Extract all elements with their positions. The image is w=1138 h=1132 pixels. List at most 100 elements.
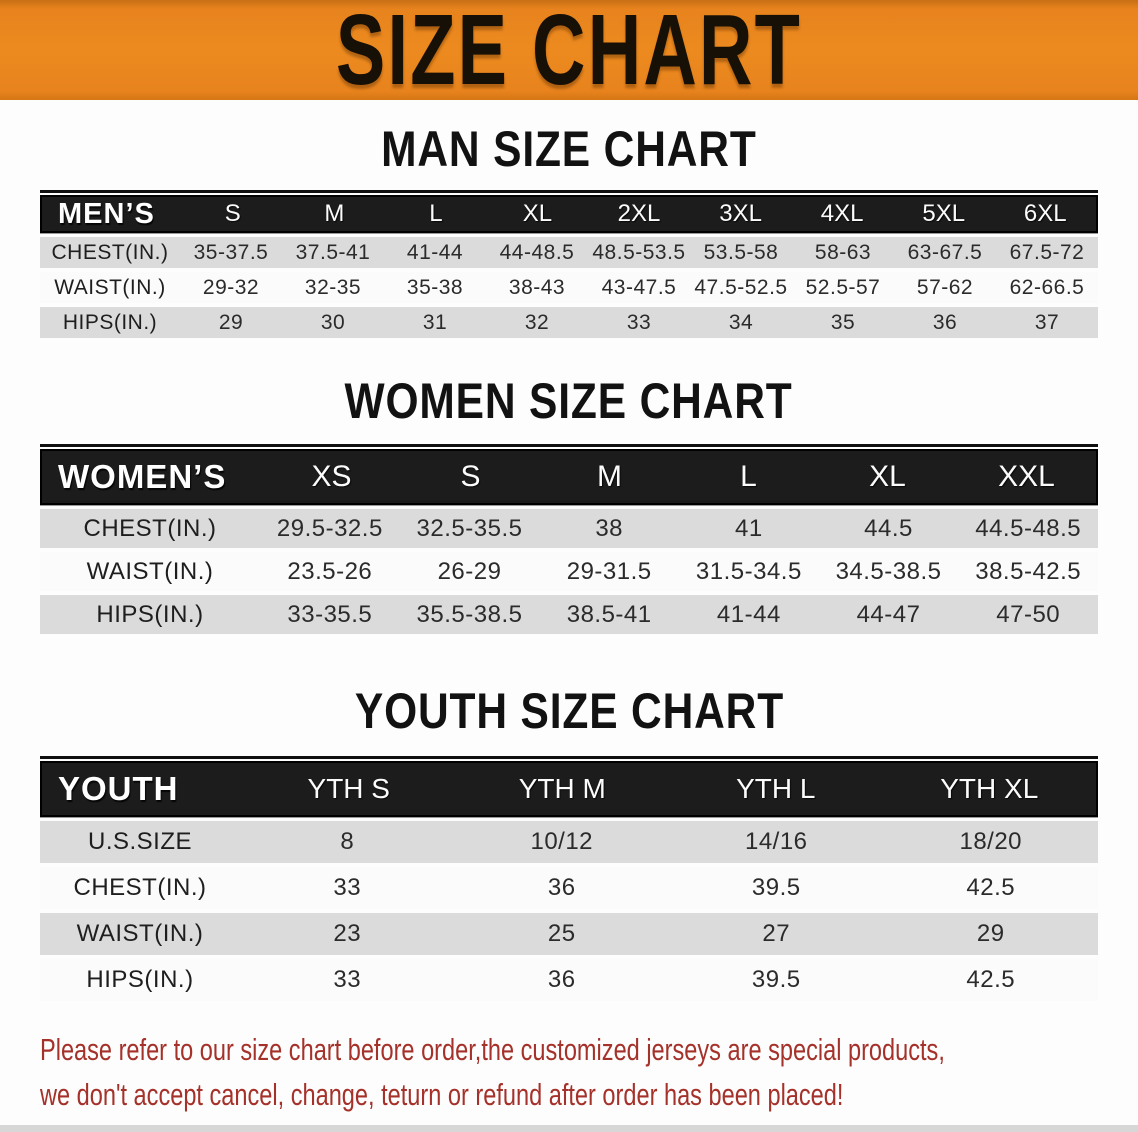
size-value: 27	[762, 920, 791, 947]
size-value: 38.5-41	[566, 600, 652, 628]
row-label: WAIST(IN.)	[54, 275, 166, 299]
table-row: HIPS(IN.) 33 36 39.5 42.5	[40, 959, 1098, 1001]
size-value: 23	[333, 920, 362, 947]
row-label: WAIST(IN.)	[86, 557, 214, 585]
men-size-section: MAN SIZE CHART MEN’S S M L XL 2XL 3XL 4XL 5XL 6XL…	[0, 122, 1138, 338]
size-value: 29-32	[202, 275, 260, 299]
table-row: CHEST(IN.) 29.5-32.5 32.5-35.5 38 41 44.5 44.5…	[40, 509, 1098, 548]
column-header: 5XL	[922, 200, 966, 227]
youth-size-section: YOUTH SIZE CHART YOUTH YTH S YTH M YTH L YTH…	[0, 684, 1138, 1001]
size-value: 25	[547, 920, 576, 947]
size-value: 36	[547, 966, 576, 993]
size-value: 39.5	[751, 874, 801, 901]
women-size-section: WOMEN SIZE CHART WOMEN’S XS S M L XL XXL CHEST…	[0, 374, 1138, 634]
men-size-table: MEN’S S M L XL 2XL 3XL 4XL 5XL 6XL CHEST(IN.) 35-3…	[40, 190, 1098, 338]
column-header: M	[597, 460, 622, 493]
table-row: CHEST(IN.) 33 36 39.5 42.5	[40, 867, 1098, 909]
youth-table-body: U.S.SIZE 8 10/12 14/16 18/20 CHEST(IN.) 33 36 39…	[40, 821, 1098, 1001]
size-value: 58-63	[814, 240, 872, 264]
column-header: 4XL	[820, 200, 864, 227]
table-row: HIPS(IN.) 33-35.5 35.5-38.5 38.5-41 41-44 44-…	[40, 595, 1098, 634]
column-header: XXL	[998, 460, 1055, 493]
size-value: 39.5	[751, 966, 801, 993]
column-header: L	[429, 200, 443, 227]
size-value: 42.5	[966, 966, 1016, 993]
row-label: HIPS(IN.)	[86, 966, 194, 993]
column-header: YTH L	[736, 773, 816, 804]
table-top-border	[40, 444, 1098, 447]
size-value: 32-35	[304, 275, 362, 299]
column-header: S	[460, 460, 481, 493]
youth-size-table: YOUTH YTH S YTH M YTH L YTH XL U.S.SIZE 8 10/1…	[40, 756, 1098, 1001]
size-value: 34.5-38.5	[835, 557, 942, 585]
column-header: 3XL	[719, 200, 762, 227]
size-value: 41	[735, 514, 763, 542]
row-label: HIPS(IN.)	[62, 310, 158, 334]
size-value: 52.5-57	[805, 275, 881, 299]
size-value: 33	[626, 310, 652, 334]
size-value: 37	[1034, 310, 1060, 334]
size-value: 31	[422, 310, 448, 334]
column-header: M	[324, 200, 345, 227]
column-header: 2XL	[617, 200, 661, 227]
size-value: 43-47.5	[601, 275, 677, 299]
size-value: 35	[830, 310, 856, 334]
women-section-title: WOMEN SIZE CHART	[344, 373, 794, 429]
size-value: 30	[320, 310, 346, 334]
size-chart-banner: SIZE CHART	[0, 0, 1138, 100]
size-value: 35-37.5	[193, 240, 269, 264]
size-value: 47.5-52.5	[694, 275, 788, 299]
men-table-header-row: MEN’S S M L XL 2XL 3XL 4XL 5XL 6XL	[40, 195, 1098, 233]
size-value: 26-29	[437, 557, 502, 585]
column-header: 6XL	[1023, 200, 1067, 227]
size-value: 33	[333, 966, 362, 993]
table-top-border	[40, 190, 1098, 193]
column-header: S	[224, 200, 241, 227]
size-value: 44-47	[856, 600, 921, 628]
size-value: 62-66.5	[1009, 275, 1085, 299]
youth-section-title: YOUTH SIZE CHART	[354, 683, 784, 739]
youth-table-header-row: YOUTH YTH S YTH M YTH L YTH XL	[40, 761, 1098, 817]
disclaimer-line-1: Please refer to our size chart before or…	[40, 1032, 945, 1067]
size-value: 48.5-53.5	[592, 240, 686, 264]
size-value: 67.5-72	[1009, 240, 1085, 264]
size-value: 34	[728, 310, 754, 334]
size-value: 42.5	[966, 874, 1016, 901]
size-value: 31.5-34.5	[695, 557, 802, 585]
column-header: YTH XL	[940, 773, 1039, 804]
size-value: 29	[218, 310, 244, 334]
row-label: CHEST(IN.)	[83, 514, 217, 542]
women-table-body: CHEST(IN.) 29.5-32.5 32.5-35.5 38 41 44.5 44.5…	[40, 509, 1098, 634]
size-value: 33-35.5	[287, 600, 373, 628]
column-header: YTH M	[518, 773, 606, 804]
size-value: 8	[340, 828, 355, 855]
row-label: WAIST(IN.)	[76, 920, 204, 947]
size-value: 41-44	[406, 240, 464, 264]
size-value: 38	[595, 514, 624, 542]
column-header: XS	[311, 460, 352, 493]
size-value: 44.5	[864, 514, 913, 542]
table-top-border	[40, 756, 1098, 759]
women-header-label: WOMEN’S	[58, 458, 227, 495]
size-value: 29.5-32.5	[276, 514, 383, 542]
size-value: 57-62	[916, 275, 974, 299]
row-label: HIPS(IN.)	[96, 600, 204, 628]
column-header: YTH S	[307, 773, 390, 804]
size-value: 37.5-41	[295, 240, 371, 264]
men-header-label: MEN’S	[58, 197, 155, 230]
banner-title: SIZE CHART	[335, 0, 803, 106]
size-value: 29	[976, 920, 1005, 947]
size-value: 23.5-26	[287, 557, 373, 585]
bottom-edge-strip	[0, 1125, 1138, 1132]
size-value: 41-44	[716, 600, 781, 628]
table-row: WAIST(IN.) 29-32 32-35 35-38 38-43 43-47.5 47.…	[40, 272, 1098, 303]
column-header: L	[740, 460, 757, 493]
table-row: WAIST(IN.) 23.5-26 26-29 29-31.5 31.5-34.5 34…	[40, 552, 1098, 591]
size-value: 53.5-58	[703, 240, 779, 264]
size-value: 44.5-48.5	[975, 514, 1082, 542]
size-value: 32	[524, 310, 550, 334]
men-section-title: MAN SIZE CHART	[381, 121, 757, 177]
size-value: 35.5-38.5	[416, 600, 523, 628]
table-row: HIPS(IN.) 29 30 31 32 33 34 35 36 37	[40, 307, 1098, 338]
table-row: WAIST(IN.) 23 25 27 29	[40, 913, 1098, 955]
